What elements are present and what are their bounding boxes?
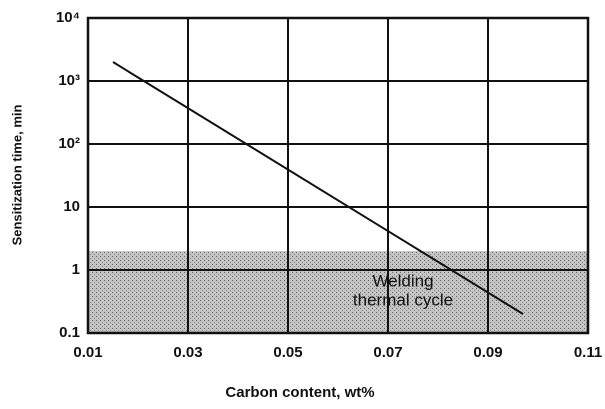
x-tick-label: 0.05 bbox=[273, 344, 302, 361]
x-tick-label: 0.11 bbox=[574, 344, 602, 361]
shaded-band bbox=[88, 251, 588, 333]
y-tick-label: 10³ bbox=[58, 72, 80, 89]
y-tick-label: 0.1 bbox=[59, 324, 80, 341]
line bbox=[112, 61, 524, 315]
annotation: thermal cycle bbox=[353, 291, 453, 310]
y-axis-label: Sensitization time, min bbox=[9, 105, 24, 246]
x-axis-label: Carbon content, wt% bbox=[225, 384, 374, 401]
x-tick-label: 0.07 bbox=[373, 344, 402, 361]
x-tick-label: 0.01 bbox=[73, 344, 102, 361]
y-tick-label: 10 bbox=[63, 198, 80, 215]
plot-frame bbox=[86, 16, 590, 335]
x-tick-label: 0.03 bbox=[173, 344, 202, 361]
x-tick-label: 0.09 bbox=[473, 344, 502, 361]
y-tick-label: 10² bbox=[58, 135, 80, 152]
annotation: Welding bbox=[372, 272, 433, 291]
y-tick-label: 1 bbox=[72, 261, 80, 278]
y-tick-label: 10⁴ bbox=[56, 9, 80, 26]
